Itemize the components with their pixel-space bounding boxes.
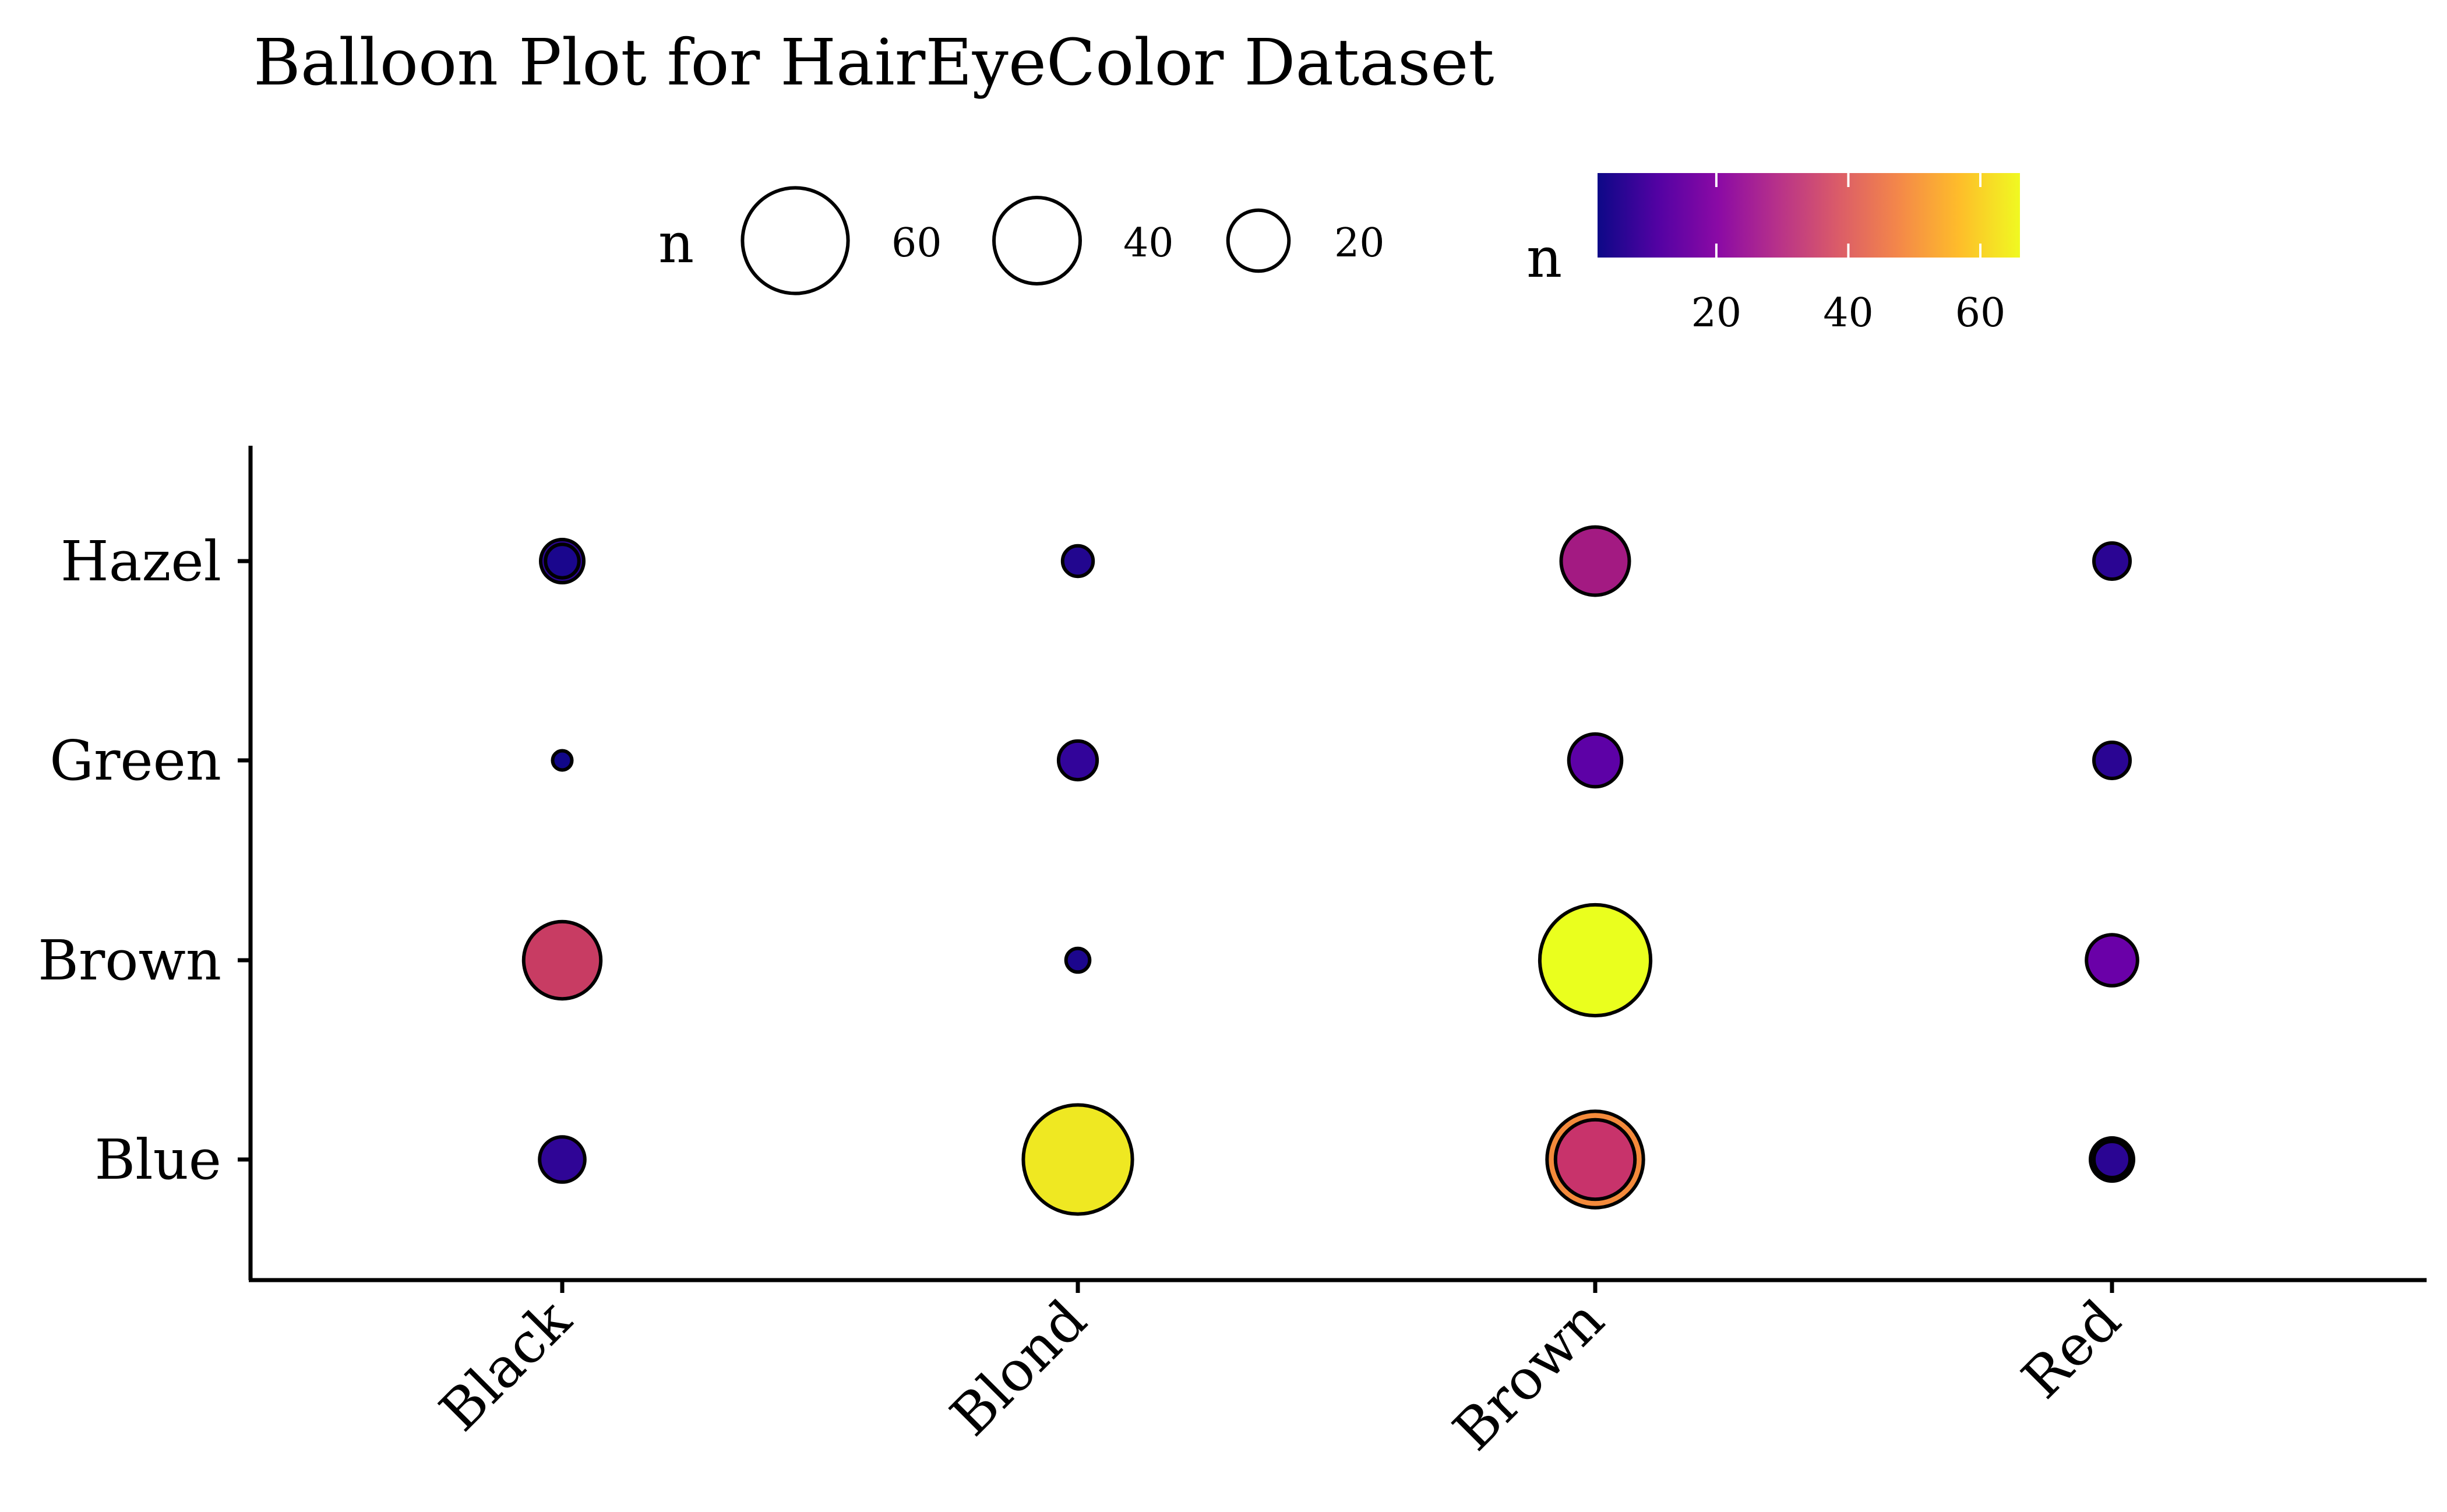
color-legend-label-60: 60 [1955,290,2006,336]
size-legend-key-40 [992,196,1082,286]
balloon-blond-blue [1021,1103,1134,1216]
balloon-black-green [551,749,574,772]
size-legend-key-60 [741,186,850,295]
size-legend-title: n [658,212,694,276]
color-legend-title: n [1526,226,1562,290]
y-tick-label-brown: Brown [38,929,221,993]
balloon-black-blue [538,1135,587,1184]
chart-title: Balloon Plot for HairEyeColor Dataset [253,25,1494,100]
size-legend-label-40: 40 [1123,220,1174,266]
balloon-blond-brown [1064,946,1092,974]
size-legend: n 60 40 20 [658,186,1385,295]
balloon-black-brown [521,919,603,1001]
y-tick-label-hazel: Hazel [61,530,221,594]
color-legend: n 20 40 60 [1526,173,2020,336]
balloon-red-brown [2085,933,2139,988]
balloon-brown-blue-inner-0 [1553,1118,1637,1201]
color-legend-label-40: 40 [1823,290,1874,336]
balloon-blond-hazel [1060,544,1095,579]
balloon-points [521,525,2139,1216]
balloon-blond-green [1056,739,1099,782]
y-tick-label-blue: Blue [94,1128,221,1192]
color-legend-label-20: 20 [1691,290,1742,336]
balloon-brown-brown [1538,903,1653,1018]
plot-area: Blue Brown Green Hazel Black Blond Brown Red [38,446,2427,1463]
balloon-red-green [2092,741,2132,780]
size-legend-label-20: 20 [1334,220,1385,266]
x-tick-label-black: Black [428,1287,584,1443]
balloon-brown-green [1567,732,1624,789]
balloon-black-hazel-inner-0 [544,542,581,580]
y-tick-label-green: Green [50,729,221,793]
x-tick-label-blond: Blond [939,1288,1099,1448]
balloon-red-hazel [2092,541,2132,581]
balloon-brown-hazel [1559,525,1631,597]
size-legend-key-20 [1226,208,1291,273]
x-tick-label-red: Red [2010,1288,2133,1411]
color-legend-bar [1598,173,2020,258]
size-legend-label-60: 60 [891,220,942,266]
balloon-red-blue-inner-0 [2092,1140,2132,1179]
x-axis-ticks: Black Blond Brown Red [428,1280,2133,1463]
y-axis-ticks: Blue Brown Green Hazel [38,530,251,1192]
x-tick-label-brown: Brown [1441,1288,1616,1462]
